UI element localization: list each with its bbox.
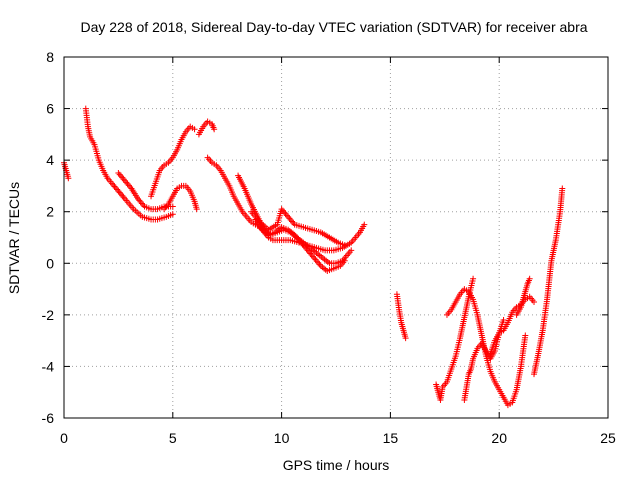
data-point (115, 170, 122, 177)
y-tick-label: -6 (42, 410, 55, 426)
x-tick-labels: 0 5 10 15 20 25 (60, 430, 616, 446)
x-axis-label: GPS time / hours (283, 457, 390, 473)
plot-frame (63, 56, 609, 419)
series-seg3 (115, 170, 176, 213)
x-tick-label: 0 (60, 430, 68, 446)
series-seg4 (148, 123, 198, 200)
y-tick-label: -4 (42, 358, 55, 374)
series-seg15 (487, 293, 538, 357)
series-seg9 (252, 216, 348, 275)
series-seg2 (82, 105, 176, 223)
x-tick-label: 5 (169, 430, 177, 446)
series-seg13 (443, 286, 529, 409)
y-tick-label: 6 (46, 101, 54, 117)
y-tick-label: 0 (46, 255, 54, 271)
data-point (120, 194, 127, 201)
data-point (120, 176, 127, 183)
x-tick-label: 10 (274, 430, 290, 446)
series-seg17 (531, 185, 566, 378)
data-point (311, 255, 318, 262)
data-point (169, 211, 176, 218)
data-point (470, 275, 477, 282)
data-point (119, 174, 126, 181)
series-seg6 (195, 118, 218, 138)
data-point (531, 298, 538, 305)
data-point (522, 332, 529, 339)
y-tick-label: 8 (46, 49, 54, 65)
data-point (191, 126, 198, 133)
data-point (285, 213, 292, 220)
data-point (281, 209, 288, 216)
data-point (341, 242, 348, 249)
y-tick-label: -2 (42, 307, 55, 323)
data-point (169, 203, 176, 210)
data-point (316, 261, 323, 268)
data-point (361, 221, 368, 228)
data-point (341, 257, 348, 264)
grid-lines (64, 57, 608, 418)
x-tick-label: 15 (383, 430, 399, 446)
axis-ticks (63, 56, 609, 419)
data-point (65, 175, 72, 182)
data-point (116, 171, 123, 178)
series-seg10 (248, 206, 348, 249)
data-point (119, 192, 126, 199)
data-point (137, 198, 144, 205)
data-point (124, 180, 131, 187)
data-point (125, 182, 132, 189)
data-point (211, 126, 218, 133)
data-point (114, 186, 121, 193)
series-seg5 (161, 182, 200, 213)
data-points (61, 105, 566, 409)
data-point (283, 212, 290, 219)
chart-title: Day 228 of 2018, Sidereal Day-to-day VTE… (80, 19, 587, 35)
series-seg12 (433, 275, 477, 403)
data-point (315, 259, 322, 266)
data-point (287, 216, 294, 223)
y-tick-label: 4 (46, 152, 54, 168)
data-point (313, 258, 320, 265)
data-point (110, 181, 117, 188)
data-point (500, 317, 507, 324)
data-point (111, 183, 118, 190)
data-point (118, 173, 125, 180)
data-point (112, 184, 119, 191)
data-point (348, 247, 355, 254)
data-point (286, 215, 293, 222)
x-tick-label: 25 (600, 430, 616, 446)
series-seg11 (393, 291, 409, 342)
y-axis-label: SDTVAR / TECUs (6, 182, 22, 294)
data-point (138, 200, 145, 207)
data-point (116, 189, 123, 196)
series-seg1 (61, 159, 72, 182)
data-point (402, 335, 409, 342)
data-point (289, 218, 296, 225)
data-point (123, 179, 130, 186)
data-point (118, 191, 125, 198)
y-tick-labels: -6 -4 -2 0 2 4 6 8 (42, 49, 55, 426)
data-point (312, 256, 319, 263)
series-seg16 (513, 275, 533, 318)
data-point (526, 275, 533, 282)
data-point (193, 206, 200, 213)
x-tick-label: 20 (491, 430, 507, 446)
data-point (115, 188, 122, 195)
data-point (121, 177, 128, 184)
data-point (559, 185, 566, 192)
series-seg7 (204, 154, 368, 254)
y-tick-label: 2 (46, 204, 54, 220)
